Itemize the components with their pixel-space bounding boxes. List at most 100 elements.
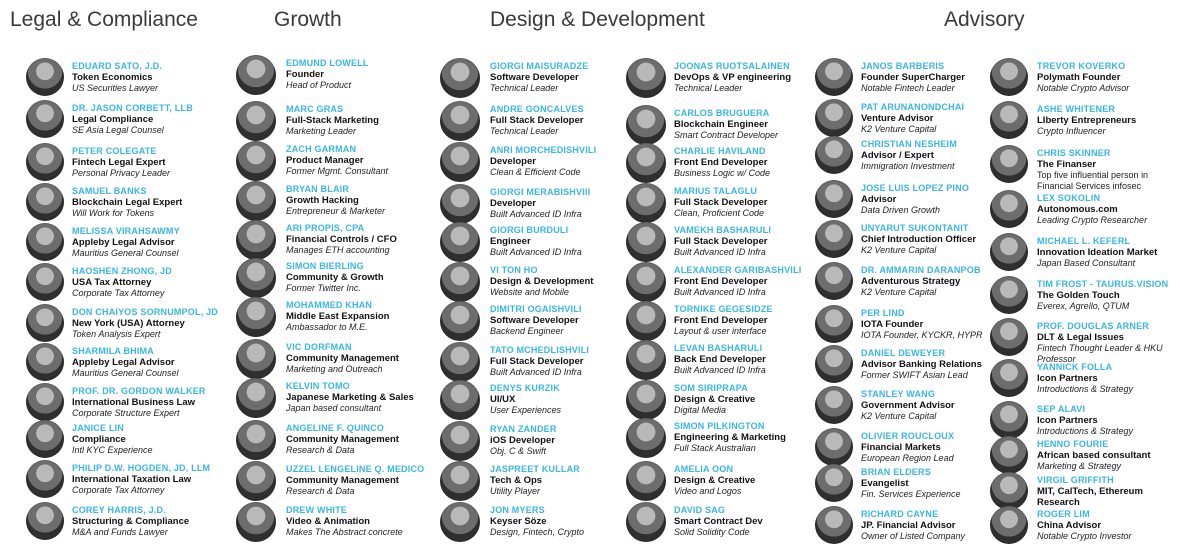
member-info: ANGELINE F. QUINCO Community Management Re… bbox=[286, 423, 399, 456]
member-role: Government Advisor bbox=[861, 400, 955, 411]
member-info: TREVOR KOVERKO Polymath Founder Notable Cr… bbox=[1037, 61, 1129, 94]
member-name: SOM SIRIPRAPA bbox=[674, 383, 748, 393]
member-name: VAMEKH BASHARULI bbox=[674, 225, 772, 235]
member-name: ANRI MORCHEDISHVILI bbox=[490, 145, 597, 155]
member-role: JP. Financial Advisor bbox=[861, 520, 956, 531]
member-info: UZZEL LENGELINE Q. MEDICO Community Manag… bbox=[286, 464, 424, 497]
avatar bbox=[440, 301, 480, 341]
member-info: MARC GRAS Full-Stack Marketing Marketing L… bbox=[286, 104, 379, 137]
member-info: GIORGI MAISURADZE Software Developer Techn… bbox=[490, 61, 588, 94]
member-info: BRIAN ELDERS Evangelist Fin. Services Expe… bbox=[861, 467, 961, 500]
member-role: Software Developer bbox=[490, 72, 579, 83]
member-info: JOONAS RUOTSALAINEN DevOps & VP engineeri… bbox=[674, 61, 791, 94]
avatar bbox=[815, 262, 853, 300]
avatar bbox=[990, 436, 1028, 474]
member-role: Community Management bbox=[286, 475, 399, 486]
avatar bbox=[815, 305, 853, 343]
member-role: Appleby Legal Advisor bbox=[72, 237, 175, 248]
member-role: Icon Partners bbox=[1037, 373, 1098, 384]
section-title-design: Design & Development bbox=[490, 8, 705, 31]
member-subtitle-line2: Professor bbox=[1037, 354, 1076, 364]
avatar bbox=[990, 318, 1028, 356]
avatar bbox=[626, 340, 666, 380]
avatar bbox=[440, 342, 480, 382]
member-subtitle: Former SWIFT Asian Lead bbox=[861, 370, 968, 380]
member-role: Community Management bbox=[286, 353, 399, 364]
section-title-legal: Legal & Compliance bbox=[10, 8, 198, 31]
avatar bbox=[815, 506, 853, 544]
member-name: JON MYERS bbox=[490, 505, 545, 515]
avatar bbox=[236, 502, 276, 542]
avatar bbox=[236, 55, 276, 95]
member-role: Keyser Söze bbox=[490, 516, 547, 527]
member-role: Video & Animation bbox=[286, 516, 370, 527]
section-title-advisory: Advisory bbox=[944, 8, 1025, 31]
member-info: SAMUEL BANKS Blockchain Legal Expert Will … bbox=[72, 186, 182, 219]
member-subtitle: Built Advanced ID Infra bbox=[490, 209, 582, 219]
member-name: MICHAEL L. KEFERL bbox=[1037, 236, 1131, 246]
member-name: RICHARD CAYNE bbox=[861, 509, 939, 519]
member-subtitle: Notable Crypto Investor bbox=[1037, 531, 1132, 541]
member-role: UI/UX bbox=[490, 394, 516, 405]
member-subtitle-line2: Financial Services infosec bbox=[1037, 181, 1142, 191]
avatar bbox=[815, 136, 853, 174]
member-name: JANOS BARBERIS bbox=[861, 61, 945, 71]
member-subtitle: Clean & Efficient Code bbox=[490, 167, 581, 177]
member-role: Advisor Banking Relations bbox=[861, 359, 982, 370]
avatar bbox=[440, 461, 480, 501]
member-subtitle: Backend Engineer bbox=[490, 326, 564, 336]
member-subtitle: Built Advanced ID Infra bbox=[674, 365, 766, 375]
member-subtitle: Leading Crypto Researcher bbox=[1037, 215, 1148, 225]
member-subtitle: Owner of Listed Company bbox=[861, 531, 966, 541]
member-subtitle: Built Advanced ID Infra bbox=[490, 247, 582, 257]
member-info: JANOS BARBERIS Founder SuperCharger Notabl… bbox=[861, 61, 965, 94]
member-name: DAVID SAG bbox=[674, 505, 726, 515]
member-subtitle: Research & Data bbox=[286, 486, 355, 496]
member-role: Front End Developer bbox=[674, 315, 768, 326]
member-info: SOM SIRIPRAPA Design & Creative Digital Me… bbox=[674, 383, 755, 416]
member-role: African based consultant bbox=[1037, 450, 1151, 461]
member-subtitle: Token Analysis Expert bbox=[72, 329, 161, 339]
member-subtitle: Marketing Leader bbox=[286, 126, 357, 136]
member-subtitle: Digital Media bbox=[674, 405, 727, 415]
member-name: DENYS KURZIK bbox=[490, 383, 560, 393]
member-role: Full Stack Developer bbox=[674, 236, 768, 247]
member-role: Design & Creative bbox=[674, 394, 756, 405]
member-role: Compliance bbox=[72, 434, 126, 445]
member-info: PROF. DR. GORDON WALKER International Bus… bbox=[72, 386, 206, 419]
avatar bbox=[626, 143, 666, 183]
member-role: Community & Growth bbox=[286, 272, 384, 283]
member-info: LEVAN BASHARULI Back End Developer Built A… bbox=[674, 343, 766, 376]
member-subtitle: Notable Fintech Leader bbox=[861, 83, 955, 93]
member-info: YANNICK FOLLA Icon Partners Introductions … bbox=[1037, 362, 1133, 395]
member-name: AMELIA OON bbox=[674, 464, 734, 474]
member-name: ANDRE GONCALVES bbox=[490, 104, 584, 114]
member-info: DREW WHITE Video & Animation Makes The Abs… bbox=[286, 505, 403, 538]
member-name: CHRIS SKINNER bbox=[1037, 148, 1111, 158]
member-role: International Taxation Law bbox=[72, 474, 192, 485]
member-role: Japanese Marketing & Sales bbox=[286, 392, 414, 403]
member-role: Financial Markets bbox=[861, 442, 941, 453]
member-info: AMELIA OON Design & Creative Video and Log… bbox=[674, 464, 755, 497]
member-name: UNYARUT SUKONTANIT bbox=[861, 223, 969, 233]
member-name: SIMON BIERLING bbox=[286, 261, 364, 271]
avatar bbox=[815, 345, 853, 383]
member-role: MIT, CalTech, Ethereum bbox=[1037, 486, 1143, 497]
member-name: BRYAN BLAIR bbox=[286, 184, 350, 194]
member-info: ALEXANDER GARIBASHVILI Front End Develope… bbox=[674, 265, 801, 298]
member-role: Back End Developer bbox=[674, 354, 766, 365]
member-subtitle: Introductions & Strategy bbox=[1037, 384, 1134, 394]
avatar bbox=[236, 297, 276, 337]
member-subtitle: Technical Leader bbox=[674, 83, 743, 93]
member-info: JANICE LIN Compliance Intl KYC Experience bbox=[72, 423, 153, 456]
member-info: MICHAEL L. KEFERL Innovation Ideation Mar… bbox=[1037, 236, 1157, 269]
member-role: The Finanser bbox=[1037, 159, 1097, 170]
member-role: Innovation Ideation Market bbox=[1037, 247, 1158, 258]
member-name: PER LIND bbox=[861, 308, 905, 318]
member-name: DR. JASON CORBETT, LLB bbox=[72, 103, 193, 113]
avatar bbox=[990, 145, 1028, 183]
member-role: China Advisor bbox=[1037, 520, 1102, 531]
avatar bbox=[815, 386, 853, 424]
member-subtitle: Website and Mobile bbox=[490, 287, 569, 297]
member-role: IOTA Founder bbox=[861, 319, 924, 330]
